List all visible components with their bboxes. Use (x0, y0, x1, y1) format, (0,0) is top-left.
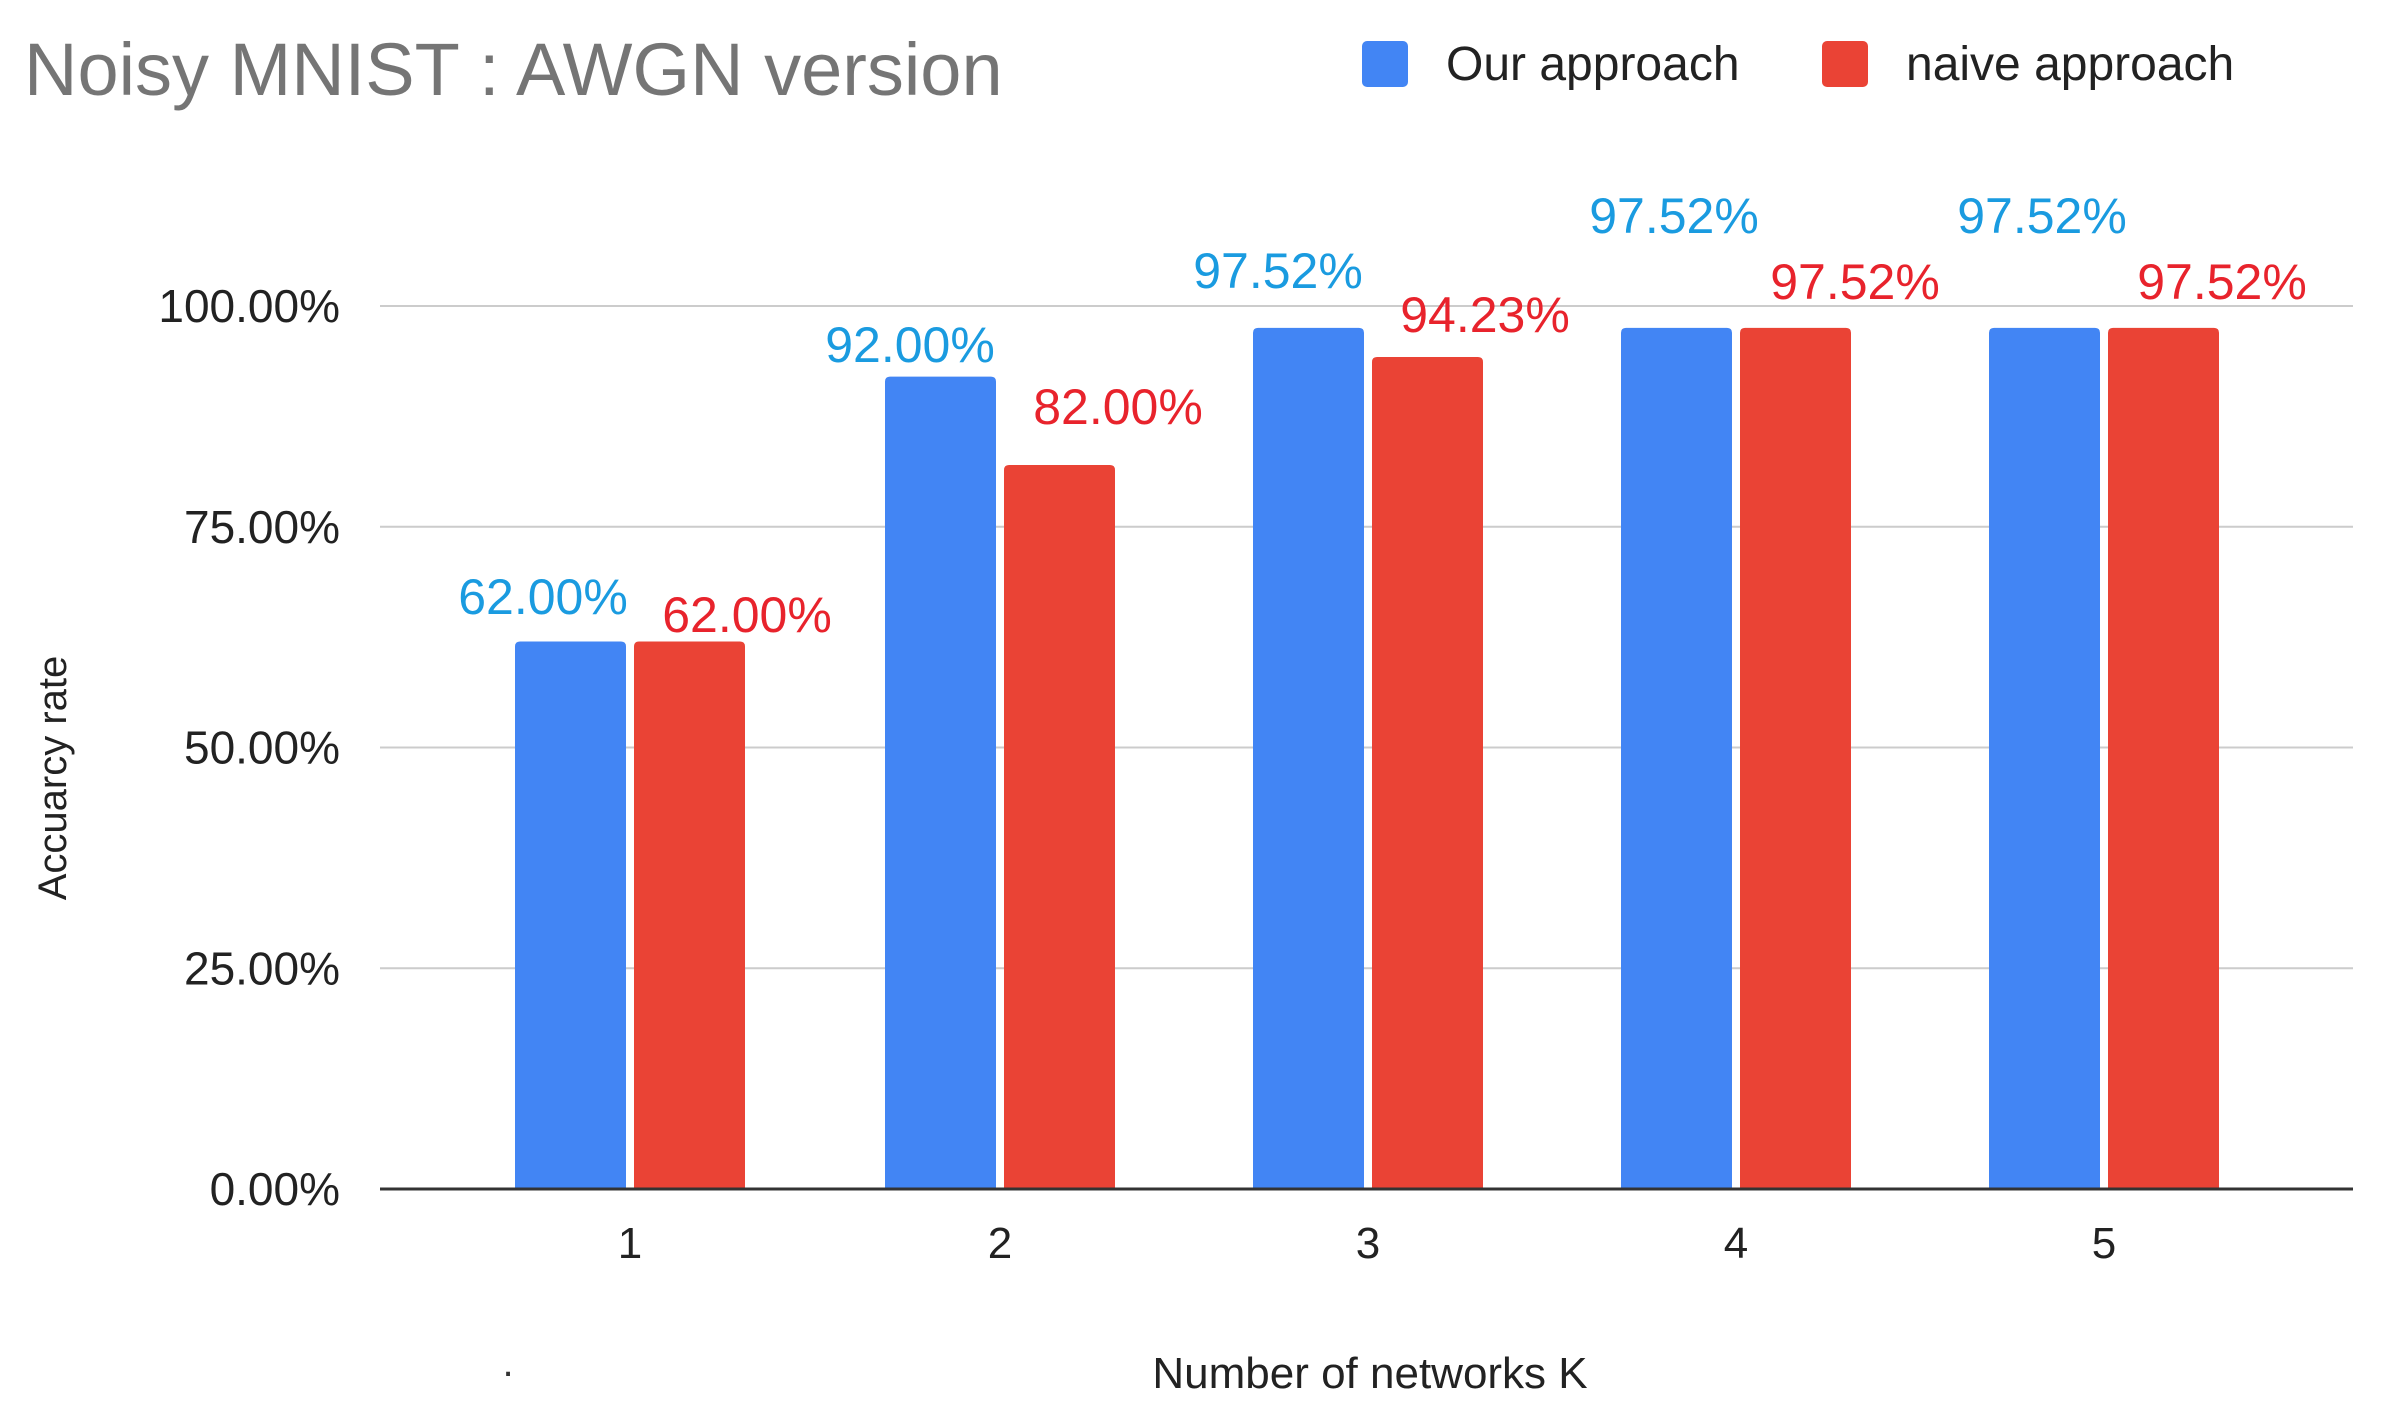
legend-item: Our approach (1362, 38, 1740, 91)
bar (1989, 327, 2100, 1189)
data-label: 97.52% (1193, 243, 1363, 299)
bar (1253, 327, 1364, 1189)
y-tick-label: 100.00% (158, 280, 340, 332)
bar (515, 641, 626, 1189)
x-tick-label: 4 (1724, 1219, 1748, 1268)
data-label: 97.52% (1589, 188, 1759, 244)
x-tick-label: 1 (618, 1219, 642, 1268)
data-label: 97.52% (1957, 188, 2127, 244)
bar (1621, 327, 1732, 1189)
y-tick-label: 50.00% (184, 722, 340, 774)
bar (2108, 327, 2219, 1189)
legend-label: Our approach (1446, 38, 1740, 91)
legend: Our approach naive approach (1362, 38, 2234, 91)
bar (885, 376, 996, 1189)
y-tick-label: 75.00% (184, 501, 340, 553)
x-tick-label: 5 (2092, 1219, 2116, 1268)
legend-item: naive approach (1822, 38, 2234, 91)
y-axis-ticks: 0.00% 25.00% 50.00% 75.00% 100.00% (158, 280, 340, 1215)
x-tick-label: 3 (1356, 1219, 1380, 1268)
chart-title: Noisy MNIST : AWGN version (24, 28, 1003, 111)
x-axis-label: Number of networks K (1152, 1349, 1587, 1398)
bar (1004, 464, 1115, 1189)
data-labels: 62.00%92.00%97.52%97.52% 97.52%62.00%82.0… (458, 188, 2307, 643)
stray-mark: . (502, 1341, 513, 1385)
x-axis-ticks: 1 2 3 4 5 (618, 1219, 2116, 1268)
legend-swatch (1822, 41, 1868, 87)
data-label: 97.52% (2137, 254, 2307, 310)
legend-swatch (1362, 41, 1408, 87)
data-label: 62.00% (458, 569, 628, 625)
x-tick-label: 2 (988, 1219, 1012, 1268)
bar (634, 641, 745, 1189)
bars (515, 327, 2219, 1189)
data-label: 62.00% (662, 587, 832, 643)
data-label: 82.00% (1033, 379, 1203, 435)
legend-label: naive approach (1906, 38, 2234, 91)
bar (1372, 356, 1483, 1189)
y-tick-label: 25.00% (184, 942, 340, 994)
y-axis-label: Accuarcy rate (31, 656, 75, 901)
y-tick-label: 0.00% (210, 1163, 340, 1215)
data-label: 92.00% (825, 317, 995, 373)
data-label: 94.23% (1400, 287, 1570, 343)
bar (1740, 327, 1851, 1189)
data-label: 97.52% (1770, 254, 1940, 310)
